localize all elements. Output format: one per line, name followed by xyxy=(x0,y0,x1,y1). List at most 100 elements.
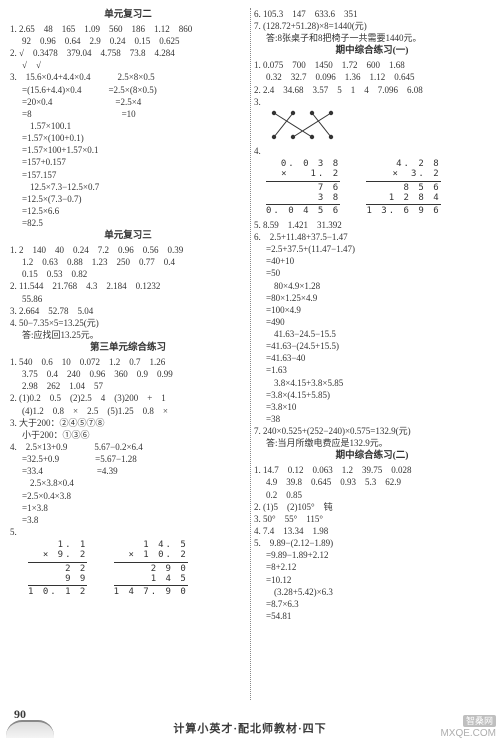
text-line: 1. 14.7 0.12 0.063 1.2 39.75 0.028 xyxy=(254,464,490,476)
text-line: =3.8×(4.15+5.85) xyxy=(254,389,490,401)
text-line: =2.5×0.4×3.8 xyxy=(10,490,246,502)
text-line: =1.57×(100+0.1) xyxy=(10,132,246,144)
text-line: =32.5+0.9 =5.67−1.28 xyxy=(10,453,246,465)
text-line: 答:应找回13.25元。 xyxy=(10,329,246,341)
vertical-mult-group: 1. 1 × 9. 2 2 2 9 9 1 0. 1 2 1 4. 5 × 1 … xyxy=(10,538,246,600)
text-line: =9.89−1.89+2.12 xyxy=(254,549,490,561)
text-line: 0.15 0.53 0.82 xyxy=(10,268,246,280)
right-column: 6. 105.3 147 633.6 351 7. (128.72+51.28)… xyxy=(250,8,494,700)
text-line: 3. 2.664 52.78 5.04 xyxy=(10,305,246,317)
text-line: 41.63−24.5−15.5 xyxy=(254,328,490,340)
text-line: 7. 240×0.525+(252−240)×0.575=132.9(元) xyxy=(254,425,490,437)
footer-text: 计算小英才·配北师教材·四下 xyxy=(173,722,326,737)
text-line: (3.28+5.42)×6.3 xyxy=(254,586,490,598)
text-line: 4. 7.4 13.34 1.98 xyxy=(254,525,490,537)
text-line: √ √ xyxy=(10,59,246,71)
text-line: 4.9 39.8 0.645 0.93 5.3 62.9 xyxy=(254,476,490,488)
section-title: 单元复习二 xyxy=(10,9,246,22)
text-line: 小于200：①③⑥ xyxy=(10,429,246,441)
text-line: 4. xyxy=(254,145,490,157)
text-line: 4. 2.5×13+0.9 5.67−0.2×6.4 xyxy=(10,441,246,453)
text-line: 2.5×3.8×0.4 xyxy=(10,477,246,489)
text-line: 5. 9.89−(2.12−1.89) xyxy=(254,537,490,549)
text-line: 0.32 32.7 0.096 1.36 1.12 0.645 xyxy=(254,71,490,83)
vertical-multiplication: 1 4. 5 × 1 0. 2 2 9 0 1 4 5 1 4 7. 9 0 xyxy=(114,540,188,598)
text-line: =3.8 xyxy=(10,514,246,526)
text-line: 3. 大于200：②④⑤⑦⑧ xyxy=(10,417,246,429)
text-line: 1.57×100.1 xyxy=(10,120,246,132)
text-line: =40+10 xyxy=(254,255,490,267)
text-line: 1. 2 140 40 0.24 7.2 0.96 0.56 0.39 xyxy=(10,244,246,256)
section-title: 第三单元综合练习 xyxy=(10,342,246,355)
text-line: 55.86 xyxy=(10,293,246,305)
section-title: 期中综合练习(二) xyxy=(254,450,490,463)
text-line: 2.98 262 1.04 57 xyxy=(10,380,246,392)
text-line: 6. 2.5+11.48+37.5−1.47 xyxy=(254,231,490,243)
text-line: 1. 2.65 48 165 1.09 560 186 1.12 860 xyxy=(10,23,246,35)
text-line: 答:8张桌子和8把椅子一共需要1440元。 xyxy=(254,32,490,44)
text-line: 3. 50° 55° 115° xyxy=(254,513,490,525)
text-line: =54.81 xyxy=(254,610,490,622)
text-line: =1.57×100+1.57×0.1 xyxy=(10,144,246,156)
text-line: 1.2 0.63 0.88 1.23 250 0.77 0.4 xyxy=(10,256,246,268)
text-line: =38 xyxy=(254,413,490,425)
text-line: 4. 50−7.35×5=13.25(元) xyxy=(10,317,246,329)
text-line: =1×3.8 xyxy=(10,502,246,514)
text-line: =82.5 xyxy=(10,217,246,229)
text-line: =8 =10 xyxy=(10,108,246,120)
text-line: =12.5×(7.3−0.7) xyxy=(10,193,246,205)
text-line: 3. 15.6×0.4+4.4×0.4 2.5×8×0.5 xyxy=(10,71,246,83)
text-line: =33.4 =4.39 xyxy=(10,465,246,477)
text-line: =41.63−(24.5+15.5) xyxy=(254,340,490,352)
vertical-mult-group: 0. 0 3 8 × 1. 2 7 6 3 8 0. 0 4 5 6 4. 2 … xyxy=(254,157,490,219)
watermark-bottom: MXQE.COM xyxy=(440,728,496,739)
text-line: 3. xyxy=(254,96,490,108)
column-divider xyxy=(250,8,251,700)
text-line: 1. 0.075 700 1450 1.72 600 1.68 xyxy=(254,59,490,71)
book-icon xyxy=(6,720,54,738)
text-line: 6. 105.3 147 633.6 351 xyxy=(254,8,490,20)
page-content: 单元复习二 1. 2.65 48 165 1.09 560 186 1.12 8… xyxy=(0,0,500,700)
text-line: =2.5+37.5+(11.47−1.47) xyxy=(254,243,490,255)
text-line: =490 xyxy=(254,316,490,328)
text-line: =3.8×10 xyxy=(254,401,490,413)
text-line: =20×0.4 =2.5×4 xyxy=(10,96,246,108)
text-line: =157+0.157 xyxy=(10,156,246,168)
matching-diagram xyxy=(268,108,338,142)
text-line: 2. (1)5 (2)105° 钝 xyxy=(254,501,490,513)
watermark: 智桑网 MXQE.COM xyxy=(440,716,496,740)
text-line: =12.5×6.6 xyxy=(10,205,246,217)
text-line: 7. (128.72+51.28)×8=1440(元) xyxy=(254,20,490,32)
text-line: 3.75 0.4 240 0.96 360 0.9 0.99 xyxy=(10,368,246,380)
text-line: 3.8×4.15+3.8×5.85 xyxy=(254,377,490,389)
text-line: 2. 2.4 34.68 3.57 5 1 4 7.096 6.08 xyxy=(254,84,490,96)
text-line: =41.63−40 xyxy=(254,352,490,364)
text-line: =8+2.12 xyxy=(254,561,490,573)
text-line: 2. 11.544 21.768 4.3 2.184 0.1232 xyxy=(10,280,246,292)
text-line: =10.12 xyxy=(254,574,490,586)
text-line: 1. 540 0.6 10 0.072 1.2 0.7 1.26 xyxy=(10,356,246,368)
text-line: =8.7×6.3 xyxy=(254,598,490,610)
text-line: 12.5×7.3−12.5×0.7 xyxy=(10,181,246,193)
text-line: 80×4.9×1.28 xyxy=(254,280,490,292)
vertical-multiplication: 0. 0 3 8 × 1. 2 7 6 3 8 0. 0 4 5 6 xyxy=(266,159,340,217)
page-footer: 90 计算小英才·配北师教材·四下 xyxy=(0,704,500,744)
vertical-multiplication: 1. 1 × 9. 2 2 2 9 9 1 0. 1 2 xyxy=(28,540,87,598)
text-line: =157.157 xyxy=(10,169,246,181)
text-line: =100×4.9 xyxy=(254,304,490,316)
text-line: 5. xyxy=(10,526,246,538)
watermark-top: 智桑网 xyxy=(463,715,496,727)
text-line: =80×1.25×4.9 xyxy=(254,292,490,304)
left-column: 单元复习二 1. 2.65 48 165 1.09 560 186 1.12 8… xyxy=(6,8,250,700)
text-line: 答:当月所缴电费应是132.9元。 xyxy=(254,437,490,449)
vertical-multiplication: 4. 2 8 × 3. 2 8 5 6 1 2 8 4 1 3. 6 9 6 xyxy=(366,159,440,217)
section-title: 单元复习三 xyxy=(10,230,246,243)
text-line: 5. 8.59 1.421 31.392 xyxy=(254,219,490,231)
text-line: 2. (1)0.2 0.5 (2)2.5 4 (3)200 + 1 xyxy=(10,392,246,404)
text-line: =1.63 xyxy=(254,364,490,376)
section-title: 期中综合练习(一) xyxy=(254,45,490,58)
text-line: 92 0.96 0.64 2.9 0.24 0.15 0.625 xyxy=(10,35,246,47)
text-line: (4)1.2 0.8 × 2.5 (5)1.25 0.8 × xyxy=(10,405,246,417)
text-line: =(15.6+4.4)×0.4 =2.5×(8×0.5) xyxy=(10,84,246,96)
text-line: =50 xyxy=(254,267,490,279)
